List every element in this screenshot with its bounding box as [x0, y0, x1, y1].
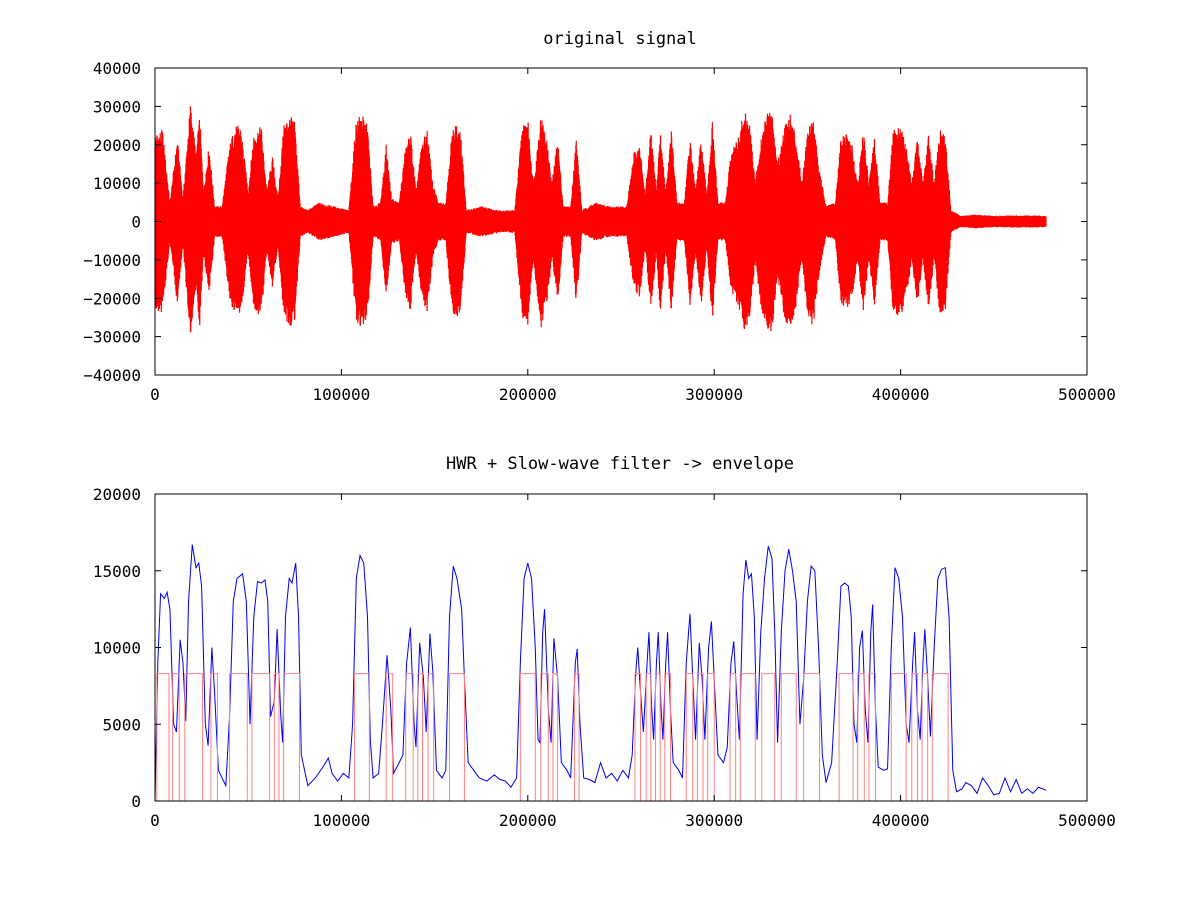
axes: 0 100000 200000 300000 400000 500000 0 5000 1000… [93, 485, 1116, 830]
x-tick-label: 100000 [313, 811, 371, 830]
x-tick-label: 100000 [313, 385, 371, 404]
x-tick-label: 500000 [1058, 385, 1116, 404]
axes: 0 100000 200000 300000 400000 500000−40000−30… [83, 59, 1116, 404]
y-tick-label: −20000 [83, 289, 141, 308]
y-tick-label: −10000 [83, 251, 141, 270]
x-tick-label: 300000 [685, 811, 743, 830]
threshold-gate-line [155, 673, 1046, 802]
y-tick-label: 0 [131, 792, 141, 811]
signal-waveform [154, 106, 1047, 333]
x-tick-label: 500000 [1058, 811, 1116, 830]
envelope-line [154, 544, 1047, 802]
y-tick-label: 15000 [93, 562, 141, 581]
y-tick-label: −30000 [83, 328, 141, 347]
chart-title: original signal [543, 29, 697, 49]
y-tick-label: 20000 [93, 485, 141, 504]
y-tick-label: 30000 [93, 97, 141, 116]
x-tick-label: 400000 [872, 385, 930, 404]
x-tick-label: 200000 [499, 811, 557, 830]
y-tick-label: 10000 [93, 639, 141, 658]
plot-area [154, 544, 1047, 802]
chart-envelope: HWR + Slow-wave filter -> envelope 0 1000… [93, 454, 1116, 830]
y-tick-label: 20000 [93, 136, 141, 155]
plot-area [154, 106, 1047, 333]
y-tick-label: 0 [131, 213, 141, 232]
x-tick-label: 200000 [499, 385, 557, 404]
x-tick-label: 0 [150, 385, 160, 404]
y-tick-label: 5000 [102, 715, 141, 734]
y-tick-label: 10000 [93, 174, 141, 193]
y-tick-label: −40000 [83, 366, 141, 385]
chart-title: HWR + Slow-wave filter -> envelope [446, 454, 794, 474]
x-tick-label: 400000 [872, 811, 930, 830]
x-tick-label: 300000 [685, 385, 743, 404]
chart-original-signal: original signal 0 100000 200000 300000 40000… [83, 29, 1116, 404]
plot-frame [154, 493, 1088, 802]
y-tick-label: 40000 [93, 59, 141, 78]
x-tick-label: 0 [150, 811, 160, 830]
